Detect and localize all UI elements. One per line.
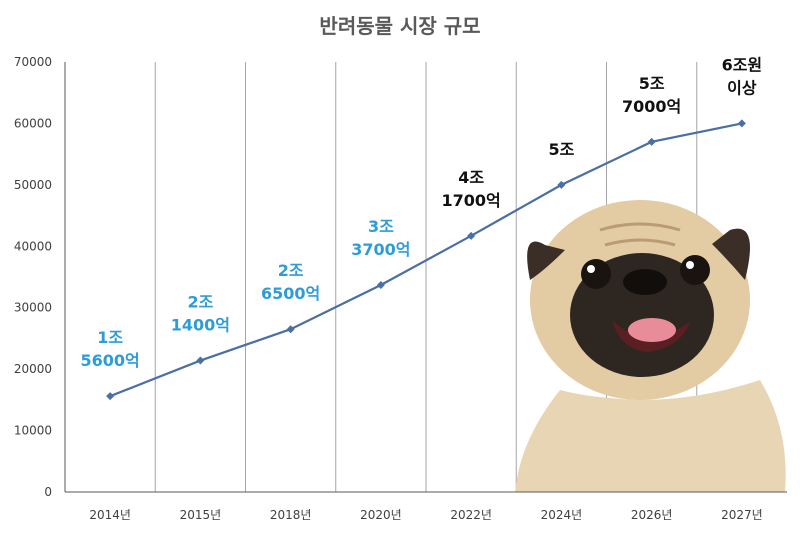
pug-mouth xyxy=(612,320,690,352)
y-tick-label: 70000 xyxy=(14,55,52,69)
data-label: 이상 xyxy=(727,78,757,97)
data-label: 1700억 xyxy=(441,191,500,210)
x-tick-label: 2014년 xyxy=(89,508,131,522)
x-tick-label: 2027년 xyxy=(721,508,763,522)
y-tick-label: 0 xyxy=(44,485,52,499)
x-tick-label: 2018년 xyxy=(270,508,312,522)
x-tick-label: 2026년 xyxy=(631,508,673,522)
x-tick-label: 2015년 xyxy=(180,508,222,522)
x-tick-label: 2024년 xyxy=(541,508,583,522)
data-point xyxy=(196,356,205,365)
data-label: 6500억 xyxy=(261,284,320,303)
pug-ear-right xyxy=(712,228,750,280)
data-point xyxy=(647,137,656,146)
y-tick-label: 20000 xyxy=(14,362,52,376)
data-point xyxy=(557,180,566,189)
pug-dog-image xyxy=(515,200,786,492)
data-label: 3700억 xyxy=(351,240,410,259)
data-point xyxy=(737,119,746,128)
data-label: 4조 xyxy=(458,168,484,187)
data-label: 5조 xyxy=(639,74,665,93)
data-point xyxy=(467,231,476,240)
data-label: 6조원 xyxy=(722,55,763,74)
pug-body xyxy=(515,380,786,492)
data-label: 1조 xyxy=(97,328,123,347)
data-label: 1400억 xyxy=(171,316,230,335)
x-tick-label: 2022년 xyxy=(450,508,492,522)
x-tick-label: 2020년 xyxy=(360,508,402,522)
chart-title: 반려동물 시장 규모 xyxy=(319,14,480,38)
data-labels: 1조 5600억 2조 1400억 2조 6500억 3조 3700억 4조 1700억 5조 5조 7… xyxy=(80,55,762,370)
pug-ear-left xyxy=(527,241,565,280)
pug-nose xyxy=(623,269,667,295)
data-label: 7000억 xyxy=(622,97,681,116)
data-label: 5600억 xyxy=(80,351,139,370)
y-tick-label: 10000 xyxy=(14,424,52,438)
series-line xyxy=(106,119,746,401)
series-polyline xyxy=(109,122,743,398)
data-label: 3조 xyxy=(368,217,394,236)
pug-tongue xyxy=(628,318,676,342)
data-label: 2조 xyxy=(278,261,304,280)
y-tick-label: 50000 xyxy=(14,178,52,192)
pug-eye-right xyxy=(680,255,710,285)
data-point xyxy=(376,280,385,289)
data-point xyxy=(286,325,295,334)
data-label: 5조 xyxy=(548,140,574,159)
data-point xyxy=(106,392,115,401)
y-tick-label: 40000 xyxy=(14,239,52,253)
axes: 70000 60000 50000 40000 30000 20000 10000 0 2014… xyxy=(14,55,787,522)
y-tick-label: 30000 xyxy=(14,301,52,315)
y-tick-label: 60000 xyxy=(14,116,52,130)
data-label: 2조 xyxy=(187,293,213,312)
pug-eye-left xyxy=(581,259,611,289)
